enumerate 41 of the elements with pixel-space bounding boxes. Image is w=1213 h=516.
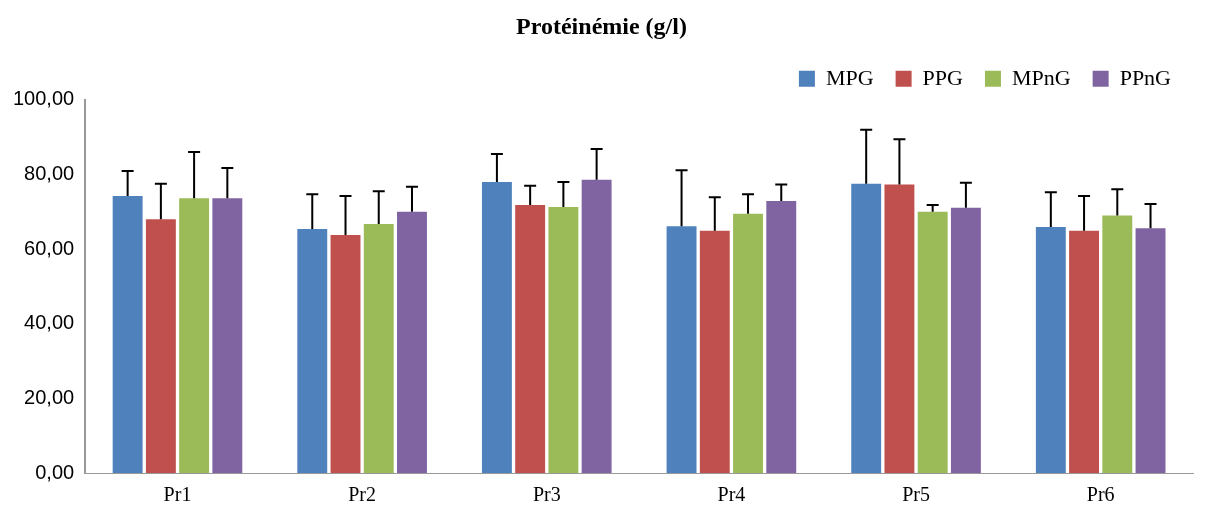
legend-label: PPnG <box>1119 64 1172 90</box>
x-tick-label: Pr6 <box>1086 483 1115 506</box>
bar <box>1069 230 1100 473</box>
bar <box>363 224 394 473</box>
legend-label: MPG <box>825 64 874 90</box>
y-tick-label: 60,00 <box>24 236 75 259</box>
bar <box>666 226 697 473</box>
bar <box>766 200 797 473</box>
bar <box>733 213 763 473</box>
x-tick-label: Pr1 <box>163 483 192 506</box>
bar <box>1035 227 1066 473</box>
bar <box>330 234 361 473</box>
bar <box>699 230 730 473</box>
bar <box>212 198 243 473</box>
bar <box>917 211 948 473</box>
chart-title: Protéinémie (g/l) <box>516 12 687 39</box>
x-tick-label: Pr2 <box>348 483 377 506</box>
bar <box>397 211 427 473</box>
bar <box>297 228 328 473</box>
y-tick-label: 100,00 <box>13 87 75 110</box>
bar <box>481 181 512 473</box>
bar <box>950 207 981 473</box>
x-tick-label: Pr3 <box>532 483 561 506</box>
legend-label: MPnG <box>1011 64 1071 90</box>
bar <box>851 183 882 473</box>
bar <box>515 205 546 473</box>
bar <box>581 179 612 473</box>
legend-label: PPG <box>922 64 964 90</box>
bar <box>548 206 579 473</box>
bar <box>1135 228 1166 473</box>
x-tick-label: Pr5 <box>902 483 930 506</box>
bar <box>112 196 143 473</box>
bar <box>884 184 915 473</box>
bar <box>1102 215 1133 473</box>
bar <box>179 198 210 473</box>
y-tick-label: 20,00 <box>24 385 75 408</box>
y-tick-label: 0,00 <box>35 460 75 483</box>
y-tick-label: 40,00 <box>24 311 75 334</box>
bar <box>145 219 176 473</box>
x-tick-label: Pr4 <box>717 483 746 506</box>
y-tick-label: 80,00 <box>24 161 75 184</box>
